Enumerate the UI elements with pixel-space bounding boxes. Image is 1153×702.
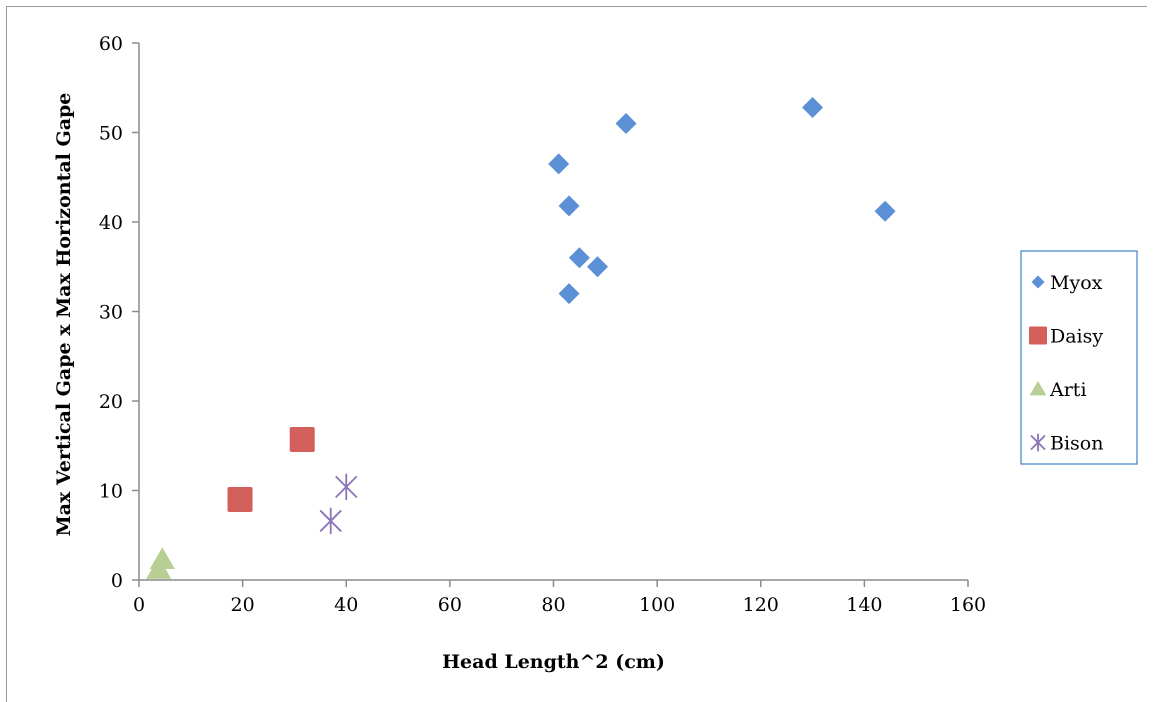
daisy-point	[227, 486, 253, 512]
legend-label-arti: Arti	[1049, 379, 1087, 401]
data-points	[146, 96, 896, 579]
x-tick-label: 140	[846, 594, 882, 616]
y-tick-label: 20	[99, 391, 123, 413]
legend-label-bison: Bison	[1050, 433, 1103, 455]
x-tick-label: 60	[438, 594, 462, 616]
legend-marker-myox	[1031, 275, 1045, 289]
y-tick-label: 0	[111, 570, 123, 592]
y-tick-label: 60	[99, 33, 123, 55]
x-axis-title: Head Length^2 (cm)	[442, 651, 665, 673]
y-tick-label: 30	[99, 302, 123, 324]
x-tick-label: 80	[541, 594, 565, 616]
legend: Myox Daisy Arti Bison	[1020, 250, 1138, 465]
legend-marker-daisy	[1029, 326, 1047, 345]
myox-point	[874, 200, 896, 222]
legend-marker-arti	[1029, 381, 1047, 396]
y-axis-title: Max Vertical Gape x Max Horizontal Gape	[53, 93, 75, 537]
legend-marker-bison	[1030, 433, 1046, 452]
y-tick-label: 50	[99, 123, 123, 145]
legend-label-daisy: Daisy	[1050, 326, 1103, 348]
myox-point	[802, 96, 824, 118]
x-ticks: 0 20 40 60 80 100 120 140 160	[133, 580, 986, 616]
daisy-point	[289, 426, 315, 452]
arti-point	[146, 557, 172, 579]
chart-frame	[6, 6, 1147, 702]
myox-point	[568, 247, 590, 269]
legend-box	[1020, 250, 1138, 465]
myox-point	[587, 256, 609, 278]
x-tick-label: 120	[743, 594, 779, 616]
bison-point	[335, 473, 358, 501]
myox-point	[615, 113, 637, 135]
myox-point	[558, 195, 580, 217]
x-tick-label: 40	[334, 594, 358, 616]
x-tick-label: 20	[231, 594, 255, 616]
myox-point	[548, 153, 570, 175]
x-tick-label: 100	[639, 594, 675, 616]
y-ticks: 0 10 20 30 40 50 60	[99, 33, 139, 592]
axes	[138, 43, 968, 581]
legend-label-myox: Myox	[1050, 272, 1103, 294]
bison-point	[319, 507, 342, 535]
y-tick-label: 40	[99, 212, 123, 234]
y-tick-label: 10	[99, 481, 123, 503]
x-tick-label: 0	[133, 594, 145, 616]
myox-point	[558, 283, 580, 305]
x-tick-label: 160	[950, 594, 986, 616]
